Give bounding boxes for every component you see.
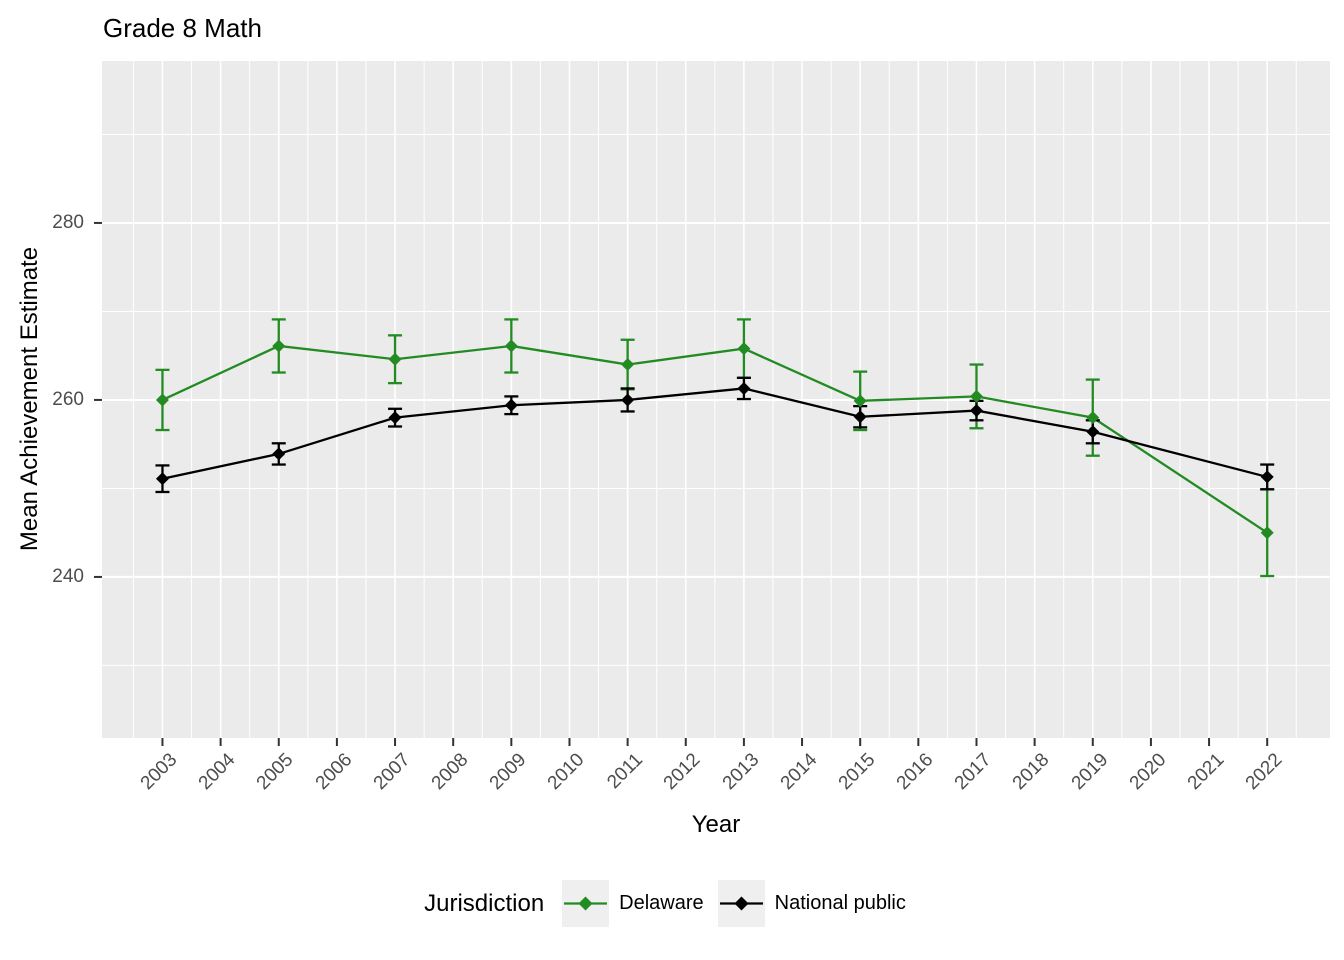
data-point-national-public bbox=[969, 404, 983, 418]
data-point-national-public bbox=[853, 410, 867, 424]
legend-point bbox=[578, 896, 593, 911]
data-point-delaware bbox=[969, 389, 983, 403]
x-axis-title: Year bbox=[691, 811, 741, 838]
y-axis-title: Mean Achievement Estimate bbox=[16, 246, 43, 551]
legend: Jurisdiction Delaware National public bbox=[0, 880, 1344, 927]
legend-title: Jurisdiction bbox=[424, 889, 545, 917]
data-point-delaware bbox=[621, 358, 635, 372]
data-point-national-public bbox=[1260, 470, 1274, 484]
data-point-delaware bbox=[853, 394, 867, 408]
data-point-national-public bbox=[388, 411, 402, 425]
legend-key-national-public bbox=[717, 880, 765, 927]
data-point-national-public bbox=[272, 447, 286, 461]
data-point-national-public bbox=[155, 472, 169, 486]
data-point-delaware bbox=[272, 339, 286, 353]
legend-label-national-public: National public bbox=[774, 892, 906, 914]
data-point-delaware bbox=[155, 393, 169, 407]
legend-point bbox=[734, 896, 749, 911]
data-point-national-public bbox=[621, 393, 635, 407]
legend-glyph-national-public bbox=[719, 896, 763, 911]
y-tick-label: 260 bbox=[52, 388, 84, 410]
data-point-delaware bbox=[1086, 411, 1100, 425]
data-point-delaware bbox=[737, 342, 751, 356]
data-point-delaware bbox=[1260, 526, 1274, 540]
series-line-national-public bbox=[162, 387, 1268, 480]
data-point-national-public bbox=[737, 381, 751, 395]
series-line-delaware bbox=[161, 344, 1268, 534]
data-point-national-public bbox=[504, 398, 518, 412]
chart-title: Grade 8 Math bbox=[103, 13, 262, 43]
legend-entry-national-public: National public bbox=[717, 880, 906, 927]
y-tick-label: 240 bbox=[52, 565, 84, 587]
legend-entry-delaware: Delaware bbox=[562, 880, 704, 927]
data-point-national-public bbox=[1086, 425, 1100, 439]
data-point-delaware bbox=[388, 352, 402, 366]
y-tick-label: 280 bbox=[52, 211, 84, 233]
legend-key-delaware bbox=[562, 880, 610, 927]
legend-glyph-delaware bbox=[564, 896, 608, 911]
data-point-delaware bbox=[504, 339, 518, 353]
legend-label-delaware: Delaware bbox=[619, 892, 704, 914]
